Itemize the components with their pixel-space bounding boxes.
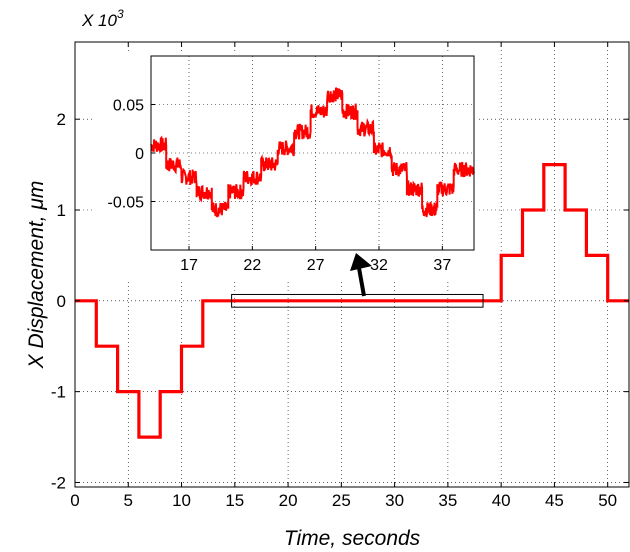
y-tick-label: -1 bbox=[51, 383, 66, 402]
arrow-head bbox=[350, 253, 372, 271]
main-ticks: 0 5 10 15 20 25 30 35 40 45 50 -2 -1 0 1 2 bbox=[51, 42, 629, 510]
inset-x-tick-label: 17 bbox=[180, 257, 198, 274]
x-axis-label: Time, seconds bbox=[284, 527, 421, 550]
y-axis-multiplier: X 103 bbox=[81, 7, 124, 30]
x-tick-label: 30 bbox=[385, 491, 404, 510]
y-tick-label: 2 bbox=[57, 110, 66, 129]
y-tick-label: -2 bbox=[51, 473, 66, 492]
inset-series bbox=[150, 87, 475, 218]
y-tick-label: 0 bbox=[57, 292, 66, 311]
zoom-callout-arrow bbox=[350, 253, 372, 297]
x-tick-label: 10 bbox=[172, 491, 191, 510]
x-tick-label: 40 bbox=[492, 491, 511, 510]
inset-ticks: 17 22 27 32 37 0.05 0 -0.05 bbox=[108, 98, 452, 275]
inset-y-tick-label: 0.05 bbox=[113, 98, 144, 115]
x-tick-label: 0 bbox=[70, 491, 79, 510]
inset-x-tick-label: 32 bbox=[370, 257, 388, 274]
x-tick-label: 45 bbox=[545, 491, 564, 510]
arrow-shaft bbox=[357, 267, 366, 297]
inset-y-tick-label: -0.05 bbox=[108, 195, 145, 212]
inset-displacement-trace bbox=[150, 87, 475, 218]
inset-plot-area bbox=[93, 53, 478, 281]
x-tick-label: 5 bbox=[124, 491, 133, 510]
displacement-line bbox=[75, 163, 629, 439]
main-plot-frame bbox=[74, 41, 630, 488]
inset-x-tick-label: 37 bbox=[433, 257, 451, 274]
y-axis-label: X Displacement, μm bbox=[25, 181, 48, 370]
main-series bbox=[75, 163, 629, 439]
x-tick-label: 15 bbox=[225, 491, 244, 510]
inset-x-tick-label: 27 bbox=[307, 257, 325, 274]
x-tick-label: 25 bbox=[332, 491, 351, 510]
x-tick-label: 50 bbox=[598, 491, 617, 510]
inset-x-tick-label: 22 bbox=[243, 257, 261, 274]
y-tick-label: 1 bbox=[57, 201, 66, 220]
x-tick-label: 35 bbox=[438, 491, 457, 510]
inset-y-tick-label: 0 bbox=[135, 146, 144, 163]
inset-chart: 17 22 27 32 37 0.05 0 -0.05 bbox=[93, 53, 478, 281]
zoom-region-box bbox=[231, 293, 484, 308]
x-tick-label: 20 bbox=[279, 491, 298, 510]
